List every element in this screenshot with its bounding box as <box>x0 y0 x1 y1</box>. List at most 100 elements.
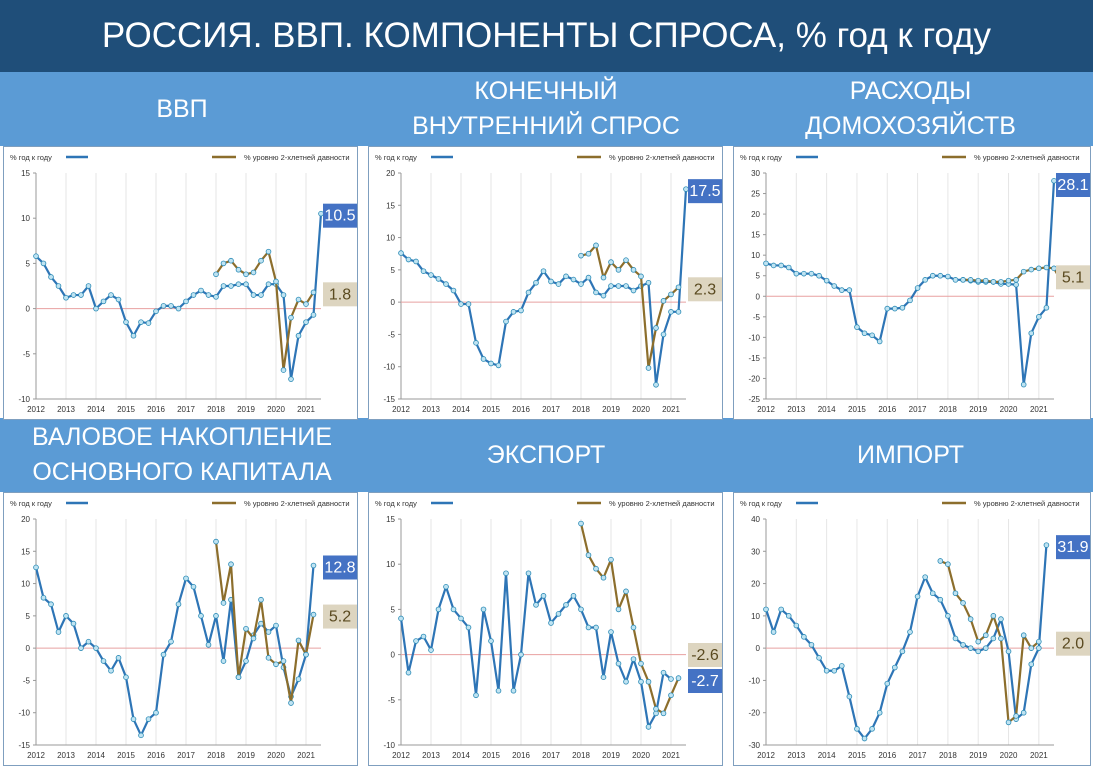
chart-svg: % год к году % уровню 2-хлетней давности -… <box>375 153 722 414</box>
series-yoy-point <box>540 593 547 599</box>
series-two-year-point <box>975 638 982 645</box>
series-two-year-point <box>1020 268 1027 275</box>
x-tick-label: 2016 <box>878 405 896 414</box>
x-tick-label: 2020 <box>632 405 650 414</box>
series-two-year-point <box>990 613 997 619</box>
y-tick-label: -10 <box>748 676 760 685</box>
series-yoy-point <box>145 320 152 326</box>
end-label-yoy-box <box>688 179 722 204</box>
series-yoy-point <box>108 292 114 298</box>
series-yoy-point <box>138 319 144 325</box>
series-yoy-point <box>540 268 547 274</box>
y-tick-label: 20 <box>386 169 395 178</box>
series-yoy-point <box>303 319 309 325</box>
series-yoy-point <box>145 716 152 722</box>
series-yoy-point <box>675 309 682 315</box>
series-two-year-point <box>608 556 614 563</box>
series-yoy-point <box>785 264 792 271</box>
series-two-year-point <box>645 365 652 371</box>
series-yoy-point <box>793 622 800 629</box>
series-yoy-point <box>85 283 92 289</box>
end-label-2y-box <box>1056 631 1090 656</box>
series-yoy-point <box>1043 542 1050 548</box>
series-two-year-point <box>243 271 249 278</box>
series-yoy-point <box>638 678 644 685</box>
series-yoy-point <box>273 622 279 629</box>
series-two-year-point <box>998 279 1004 285</box>
series-yoy-point <box>243 281 249 287</box>
chart-svg: % год к году % уровню 2-хлетней давности -… <box>10 499 357 760</box>
series-two-year-point <box>258 596 264 603</box>
y-tick-label: 40 <box>751 515 760 524</box>
series-yoy-point <box>258 292 264 298</box>
y-tick-label: -5 <box>23 350 31 359</box>
series-yoy-point <box>115 655 122 661</box>
series-yoy-point <box>495 362 502 369</box>
x-tick-label: 2016 <box>147 751 165 760</box>
x-tick-label: 2020 <box>1000 405 1018 414</box>
series-yoy-point <box>48 601 54 608</box>
x-tick-label: 2017 <box>542 405 560 414</box>
chart-export: % год к году % уровню 2-хлетней давности -… <box>368 492 723 766</box>
x-tick-label: 2014 <box>452 405 470 414</box>
series-yoy-point <box>653 710 659 717</box>
series-yoy-point <box>578 281 584 287</box>
series-yoy-point <box>295 676 302 682</box>
x-tick-label: 2018 <box>572 751 590 760</box>
series-two-year-point <box>243 625 249 632</box>
series-yoy-point <box>108 667 114 674</box>
series-yoy-point <box>907 297 913 304</box>
series-two-year-point <box>250 269 257 276</box>
series-yoy-point <box>488 638 494 644</box>
legend-2y-label: % уровню 2-хлетней давности <box>609 499 715 508</box>
series-yoy-point <box>929 590 936 597</box>
series-yoy-point <box>458 301 464 307</box>
y-tick-label: -10 <box>383 741 395 750</box>
series-two-year-line <box>579 523 680 715</box>
series-yoy-point <box>190 292 197 298</box>
series-two-year-point <box>273 278 279 285</box>
panel-title-gdp: ВВП <box>156 94 208 123</box>
series-yoy-point <box>213 294 219 300</box>
series-yoy-point <box>265 629 272 635</box>
y-tick-label: -25 <box>748 395 760 404</box>
x-tick-label: 2018 <box>207 405 225 414</box>
series-yoy-point <box>213 613 219 619</box>
end-label-yoy: 10.5 <box>324 208 355 225</box>
chart-gdp: % год к году % уровню 2-хлетней давности -… <box>3 146 358 420</box>
series-two-year-point <box>967 277 974 283</box>
series-two-year-point <box>1005 719 1012 726</box>
series-yoy-point <box>838 663 845 669</box>
series-yoy-point <box>175 601 182 608</box>
y-tick-label: 0 <box>391 651 396 660</box>
series-two-year-point <box>623 588 629 595</box>
chart-import: % год к году % уровню 2-хлетней давности -… <box>733 492 1091 766</box>
series-yoy-point <box>608 283 614 289</box>
legend-yoy-label: % год к году <box>10 153 52 162</box>
x-tick-label: 2019 <box>237 405 255 414</box>
y-tick-label: 15 <box>21 169 30 178</box>
series-yoy-point <box>778 606 784 613</box>
series-yoy-point <box>450 287 457 294</box>
series-yoy-point <box>975 648 982 655</box>
series-yoy-point <box>630 656 637 662</box>
y-tick-label: 30 <box>751 547 760 556</box>
series-yoy-line <box>764 545 1048 740</box>
series-yoy-point <box>831 283 838 289</box>
series-yoy-point <box>555 611 562 617</box>
y-tick-label: 5 <box>756 272 761 281</box>
series-two-year-point <box>600 574 607 581</box>
series-yoy-point <box>518 307 524 314</box>
series-two-year-line <box>215 250 315 372</box>
series-yoy-point <box>563 602 569 608</box>
x-tick-label: 2015 <box>482 751 500 760</box>
series-yoy-point <box>854 324 860 330</box>
series-two-year-point <box>585 552 592 558</box>
end-label-yoy: 31.9 <box>1057 539 1088 556</box>
series-yoy-point <box>967 645 974 651</box>
series-two-year-point <box>280 367 287 373</box>
series-yoy-point <box>952 277 959 283</box>
series-two-year-point <box>998 635 1004 642</box>
series-two-year-point <box>638 273 644 280</box>
series-two-year-point <box>578 520 584 527</box>
